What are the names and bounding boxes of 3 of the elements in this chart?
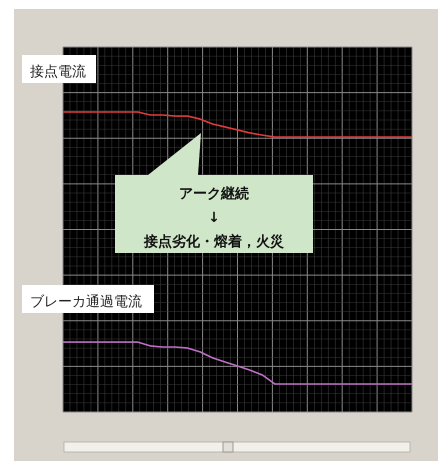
text: ブレーカ通過電流 [30, 294, 142, 310]
annotation: アーク継続 ↓ 接点劣化・熔着，火災 [143, 186, 284, 250]
text: 接点電流 [30, 64, 86, 80]
